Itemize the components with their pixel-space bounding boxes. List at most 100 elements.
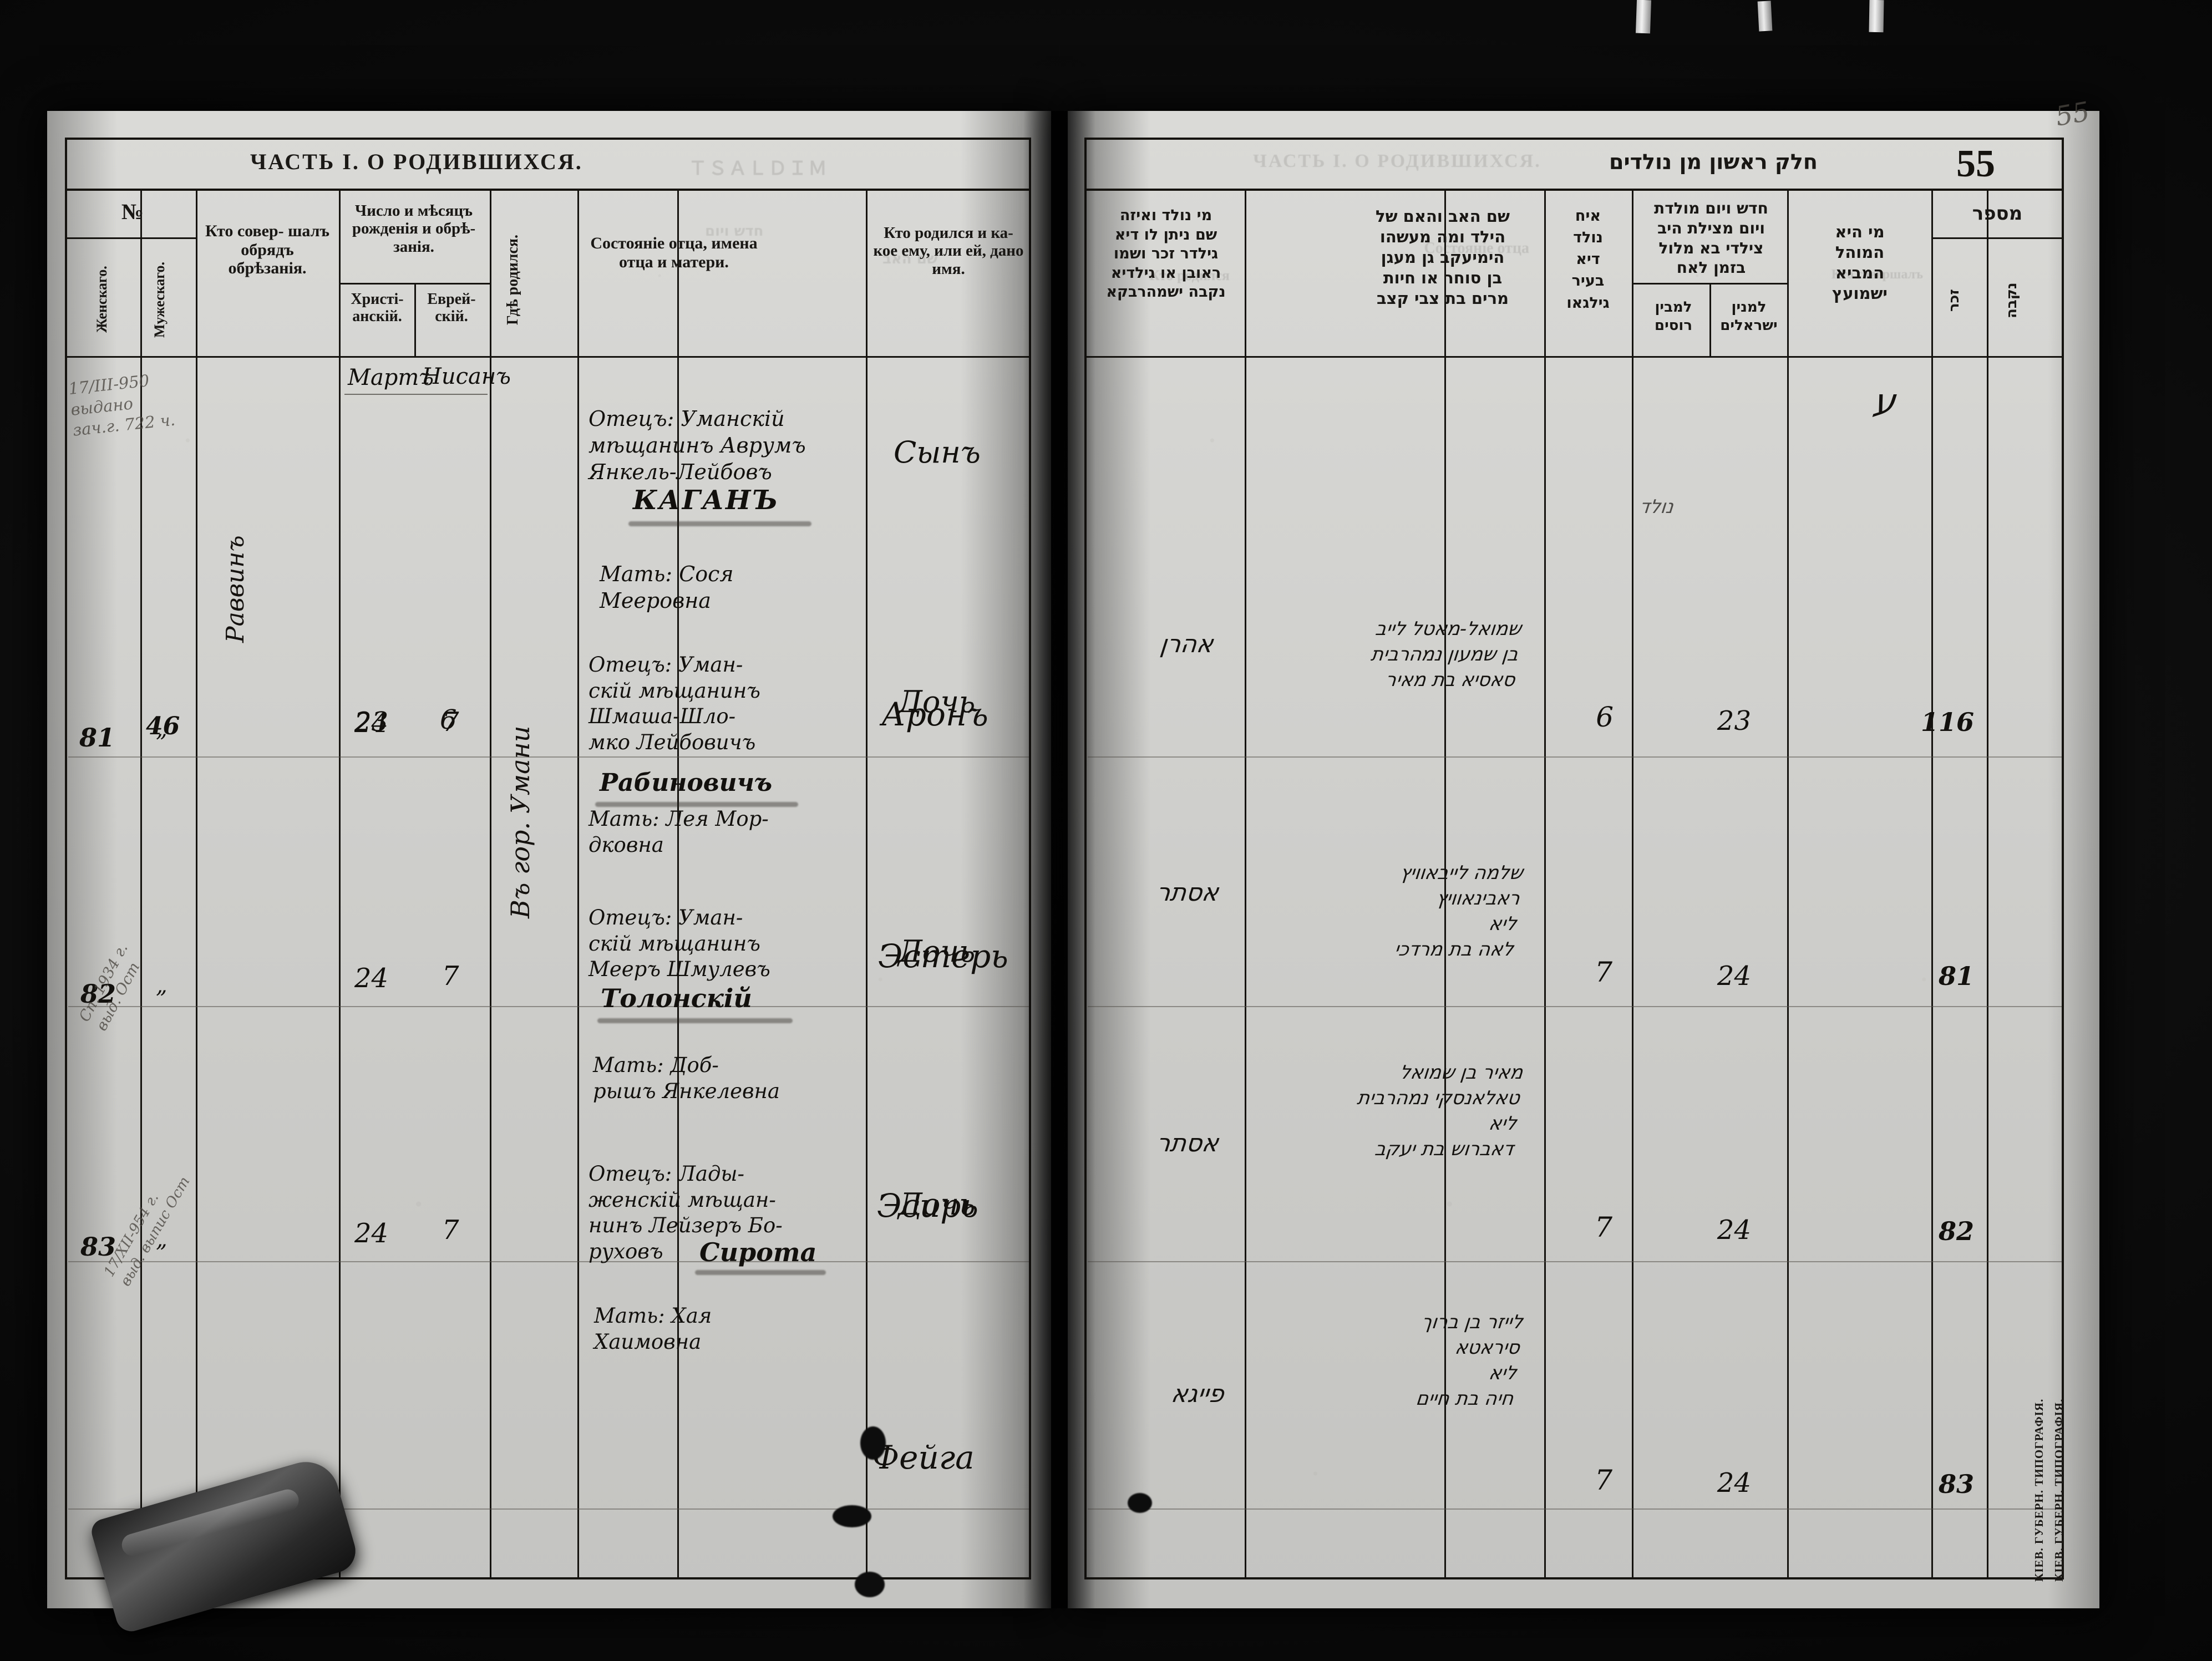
surname-underline [597, 1018, 793, 1023]
record-number-hebrew-page: 116 [1920, 707, 1974, 737]
record-day-christian: 24 [354, 1218, 389, 1249]
paper-tear [1128, 1493, 1152, 1513]
header-male-hebrew: זכר [1946, 289, 1962, 312]
col-rule [1787, 191, 1789, 1579]
record-mother: Мать: Лея Мор- дковна [588, 807, 769, 857]
row-separator [1088, 1261, 2062, 1262]
row-separator [1088, 1508, 2062, 1510]
record-day-christian: 24 [1717, 1215, 1751, 1246]
record-number-hebrew-page: 82 [1938, 1216, 1974, 1246]
record-day-christian: 24 [1717, 961, 1751, 992]
col-rule [140, 191, 142, 1579]
left-table-frame: ЧАСТЬ I. О РОДИВШИХСЯ. ＴＳＡＬＤＩＭ № Женскаг… [65, 138, 1031, 1597]
corner-pencil-mark: 55 [2053, 96, 2092, 133]
header-female-hebrew: נקבה [2003, 282, 2020, 319]
header-sub-rule [67, 237, 196, 239]
left-title-band: ЧАСТЬ I. О РОДИВШИХСЯ. ＴＳＡＬＤＩＭ [67, 140, 1029, 191]
paper-clip-icon [1757, 1, 1773, 32]
col-rule [1632, 191, 1633, 1579]
date-split-rule [414, 283, 416, 356]
right-title-band: חלק ראשון מן נולדים 55 ЧАСТЬ I. О РОДИВШ… [1087, 140, 2062, 191]
header-sub-rule [1933, 237, 2062, 239]
record-mother: Мать: Доб- рышъ Янкелевна [593, 1053, 780, 1103]
record-male-number: „ [156, 717, 168, 742]
record-parents-hebrew: שלמה לייבאוויץ ראבינאוויץ ליא לאה בת מרד… [1393, 862, 1525, 961]
record-day-christian: 24 [354, 708, 389, 739]
paper-clip-icon [1635, 0, 1652, 34]
record-day-christian: 24 [1717, 1467, 1751, 1499]
col-rule [1987, 191, 1988, 1579]
record-number-hebrew-page: 83 [1938, 1469, 1974, 1499]
header-date-group-hebrew: חדש ויום מולדת ויום מצילת היב צילדי בא מ… [1654, 199, 1768, 277]
paper-tear [860, 1426, 886, 1460]
bleedthrough-ghost: Состояніе отца [1424, 240, 1529, 257]
where-born-value: Въ гор. Умани [505, 725, 535, 918]
col-rule [1544, 191, 1546, 1579]
record-number-hebrew-page: 81 [1938, 961, 1974, 991]
header-christian: Христі- анскій. [351, 291, 404, 326]
record-child-sex: Дочь [898, 1187, 976, 1222]
header-jewish-hebrew: למבין רוסים [1654, 299, 1692, 334]
header-officiant-hebrew: מי היא המוהל המביא ישמועץ [1832, 222, 1888, 303]
col-rule [1245, 191, 1246, 1579]
record-child-name: Аронъ [881, 695, 988, 733]
header-parents-hebrew: שם האב והאם של הילד ומה מעשהו הימיעקב גן… [1376, 207, 1510, 308]
bleedthrough-ghost: Кто родился [1149, 267, 1230, 283]
header-where-born-hebrew: איח נולד דיא בעיר גילגאו [1566, 207, 1610, 312]
record-female-number: 83 [80, 1232, 116, 1262]
record-parents-hebrew: מאיר בן שמואל טאלאנסקי נמהרבית ליא דאברו… [1356, 1061, 1525, 1160]
record-day-jewish: 7 [442, 1215, 459, 1246]
record-parents-hebrew: שמואל-מאטל לייב בן שמעון נמהרבית סאסיא ב… [1369, 618, 1523, 691]
col-rule [1931, 191, 1933, 1579]
record-child-hebrew: אסתר [1155, 1129, 1221, 1157]
month-jewish: Нисанъ [422, 364, 511, 389]
header-parents: Состояніе отца, имена отца и матери. [590, 234, 758, 271]
record-father: Отецъ: Лады- женскій мѣщан- нинъ Лейзеръ… [588, 1162, 783, 1263]
record-father: Отецъ: Уман- скій мѣщанинъ Шмаша-Шло- мк… [588, 653, 760, 754]
record-father-surname: КАГАНЪ [633, 485, 780, 516]
header-female: Женскаго. [94, 266, 110, 333]
header-sub-rule [1633, 283, 1789, 285]
record-child-hebrew: פייגא [1170, 1380, 1226, 1408]
date-split-rule [1709, 283, 1711, 356]
open-book: ЧАСТЬ I. О РОДИВШИХСЯ. ＴＳＡＬＤＩＭ № Женскаг… [47, 96, 2099, 1608]
left-page-title: ЧАСТЬ I. О РОДИВШИХСЯ. [250, 149, 583, 174]
header-jewish: Еврей- скій. [427, 291, 476, 326]
paper-tear [833, 1505, 871, 1527]
officiant-value: Раввинъ [221, 535, 250, 643]
printer-imprint: КІЕВ. ГУБЕРН. ТИПОГРАФІЯ. [2052, 1398, 2066, 1582]
record-day-christian: 23 [1717, 705, 1751, 736]
col-rule [577, 191, 579, 1579]
surname-underline [628, 521, 811, 526]
record-child-sex: Сынъ [894, 435, 981, 470]
surname-underline [595, 802, 798, 807]
bleedthrough-ghost-title: ＴＳＡＬＤＩＭ [688, 159, 828, 179]
header-number-group: № [121, 199, 144, 224]
margin-note: 17/XII-954 г. выд. выпис Ост [100, 1174, 194, 1289]
header-officiant: Кто совер- шалъ обрядъ обрѣзанія. [205, 222, 330, 278]
record-day-jewish: 7 [1595, 956, 1612, 988]
col-rule [196, 191, 197, 1579]
month-underline [344, 394, 488, 395]
right-page-title: חלק ראשון מן נולדים [1609, 150, 1818, 174]
record-mother: Мать: Сося Мееровна [600, 562, 734, 613]
record-father: Отецъ: Уман- скій мѣщанинъ Мееръ Шмулевъ [588, 906, 770, 982]
record-child-hebrew: אהרן [1158, 630, 1215, 658]
record-day-christian: 24 [354, 963, 389, 994]
header-child: Кто родился и ка- кое ему, или ей, дано … [873, 224, 1024, 278]
paper-clip-icon [1869, 0, 1884, 33]
row-separator [1088, 1006, 2062, 1007]
page-number: 55 [1956, 143, 1995, 185]
record-day-jewish: 7 [1595, 1464, 1612, 1496]
scribe-flourish: ע [1870, 382, 1898, 423]
left-page: ЧАСТЬ I. О РОДИВШИХСЯ. ＴＳＡＬＤＩＭ № Женскаг… [47, 111, 1051, 1608]
header-child-hebrew: מי נולד ואיזה שם ניתן לו דיא גילדר זכר ו… [1106, 207, 1226, 301]
header-where-born: Гдѣ родился. [504, 234, 521, 325]
record-father-surname: Рабиновичъ [600, 769, 773, 797]
row-separator [68, 1261, 1029, 1262]
col-rule [677, 191, 679, 1579]
record-father: Отецъ: Уманскій мѣщанинъ Аврумъ Янкель-Л… [588, 407, 806, 484]
bleedthrough-ghost: Кто совершалъ [1831, 267, 1923, 282]
record-father-surname: Сирота [699, 1237, 817, 1267]
scribe-mark: נולד [1638, 496, 1675, 518]
